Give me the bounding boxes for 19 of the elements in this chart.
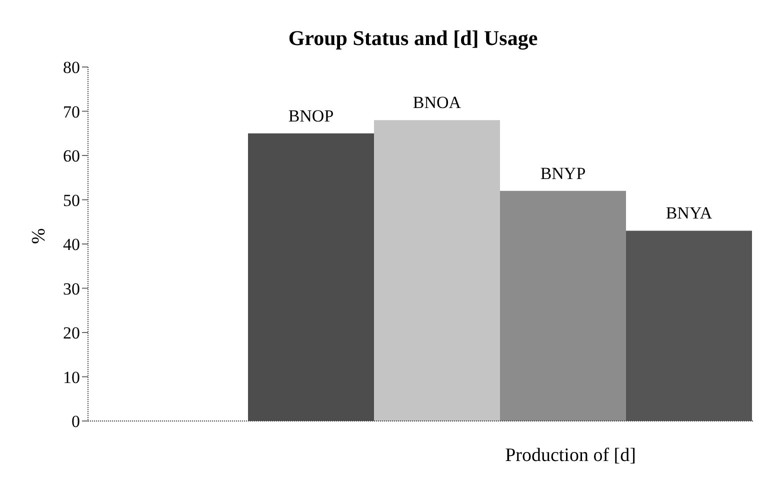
y-tick-label: 40 xyxy=(63,235,80,254)
bar xyxy=(500,190,626,421)
y-tick-label: 30 xyxy=(63,279,80,298)
y-tick-label: 50 xyxy=(63,190,80,210)
series-label: BNOA xyxy=(412,93,462,112)
bar xyxy=(626,230,752,421)
y-tick-label: 60 xyxy=(63,146,80,166)
series-label: BNYA xyxy=(666,204,713,223)
y-axis-title: % xyxy=(28,228,50,244)
series-label: BNOP xyxy=(288,106,334,126)
chart-title: Group Status and [d] Usage xyxy=(287,26,539,51)
bar xyxy=(374,120,500,421)
y-tick-label: 20 xyxy=(63,324,80,343)
x-axis-title: Production of [d] xyxy=(505,445,636,466)
series-label: BNYP xyxy=(540,164,586,183)
y-tick-label: 70 xyxy=(63,102,80,122)
y-tick-label: 80 xyxy=(63,58,80,78)
y-tick-label: 10 xyxy=(63,368,80,387)
y-tick-label: 0 xyxy=(72,412,80,432)
